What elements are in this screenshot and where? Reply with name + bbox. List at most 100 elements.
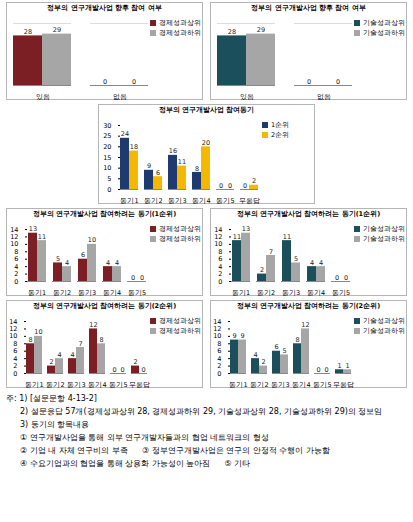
svg-text:0: 0	[112, 366, 116, 374]
svg-text:동기3: 동기3	[168, 197, 186, 205]
svg-text:0: 0	[141, 366, 145, 374]
svg-text:6: 6	[218, 255, 222, 263]
svg-text:12: 12	[301, 321, 309, 329]
svg-text:16: 16	[169, 147, 177, 155]
svg-text:10: 10	[214, 240, 222, 248]
svg-text:8: 8	[217, 340, 221, 348]
svg-text:0: 0	[336, 78, 340, 86]
svg-text:0: 0	[307, 78, 311, 86]
svg-text:동기1: 동기1	[120, 197, 138, 205]
svg-text:10: 10	[9, 332, 17, 340]
svg-text:4: 4	[253, 351, 257, 359]
svg-text:10: 10	[88, 236, 96, 244]
svg-text:0: 0	[120, 366, 124, 374]
svg-text:18: 18	[130, 143, 138, 151]
svg-text:0: 0	[131, 274, 135, 282]
svg-text:11: 11	[233, 233, 241, 241]
svg-text:15: 15	[103, 154, 111, 162]
svg-text:있음: 있음	[36, 93, 50, 101]
svg-text:있음: 있음	[240, 93, 254, 101]
svg-text:14: 14	[9, 318, 17, 326]
svg-text:2: 2	[261, 358, 265, 366]
svg-text:28: 28	[228, 28, 236, 36]
svg-text:0: 0	[14, 278, 18, 286]
svg-text:2: 2	[13, 362, 17, 370]
svg-text:10: 10	[213, 332, 221, 340]
svg-text:7: 7	[78, 340, 82, 348]
svg-text:8: 8	[218, 248, 222, 256]
svg-text:동기2: 동기2	[46, 381, 64, 389]
svg-text:없음: 없음	[317, 93, 331, 101]
svg-text:동기1: 동기1	[28, 289, 46, 297]
svg-text:6: 6	[13, 347, 17, 355]
svg-text:20: 20	[202, 139, 210, 147]
svg-text:12: 12	[9, 325, 17, 333]
svg-text:6: 6	[81, 251, 85, 259]
svg-text:10: 10	[34, 328, 42, 336]
svg-text:6: 6	[217, 347, 221, 355]
svg-text:14: 14	[214, 226, 222, 234]
svg-text:12: 12	[89, 321, 97, 329]
svg-text:동기4: 동기4	[88, 381, 106, 389]
svg-text:동기3: 동기3	[282, 289, 300, 297]
svg-text:28: 28	[24, 28, 32, 36]
svg-text:동기4: 동기4	[307, 289, 325, 297]
svg-text:11: 11	[178, 158, 186, 166]
svg-text:0: 0	[132, 78, 136, 86]
svg-text:13: 13	[242, 225, 250, 233]
svg-text:동기1: 동기1	[25, 381, 43, 389]
svg-text:동기2: 동기2	[257, 289, 275, 297]
svg-text:4: 4	[319, 259, 323, 267]
svg-text:동기2: 동기2	[53, 289, 71, 297]
svg-text:6: 6	[14, 255, 18, 263]
svg-text:동기4: 동기4	[103, 289, 121, 297]
svg-text:14: 14	[213, 318, 221, 326]
svg-text:29: 29	[257, 26, 265, 34]
svg-text:2: 2	[14, 270, 18, 278]
svg-text:동기3: 동기3	[67, 381, 85, 389]
svg-text:0: 0	[107, 186, 111, 194]
svg-text:13: 13	[29, 225, 37, 233]
svg-text:25: 25	[103, 132, 111, 140]
svg-text:8: 8	[295, 336, 299, 344]
svg-text:7: 7	[269, 248, 273, 256]
svg-text:20: 20	[103, 143, 111, 151]
svg-text:11: 11	[283, 233, 291, 241]
svg-text:동기3: 동기3	[78, 289, 96, 297]
svg-text:0: 0	[219, 182, 223, 190]
svg-text:4: 4	[57, 351, 61, 359]
svg-text:없음: 없음	[113, 93, 127, 101]
svg-text:4: 4	[310, 259, 314, 267]
svg-text:2: 2	[260, 266, 264, 274]
svg-text:8: 8	[28, 336, 32, 344]
svg-text:동기1: 동기1	[229, 381, 247, 389]
svg-text:무응답: 무응답	[129, 381, 150, 389]
svg-text:0: 0	[243, 182, 247, 190]
svg-text:동기5: 동기5	[332, 289, 350, 297]
svg-text:무응답: 무응답	[239, 197, 260, 205]
svg-text:동기5: 동기5	[128, 289, 146, 297]
svg-text:동기2: 동기2	[250, 381, 268, 389]
svg-text:4: 4	[217, 355, 221, 363]
svg-text:동기4: 동기4	[192, 197, 210, 205]
svg-text:9: 9	[240, 332, 244, 340]
svg-text:8: 8	[195, 165, 199, 173]
svg-text:0: 0	[324, 366, 328, 374]
svg-text:0: 0	[218, 278, 222, 286]
svg-text:8: 8	[13, 340, 17, 348]
svg-text:30: 30	[103, 122, 111, 130]
svg-text:0: 0	[335, 274, 339, 282]
svg-text:5: 5	[56, 255, 60, 263]
svg-text:5: 5	[282, 347, 286, 355]
svg-text:동기5: 동기5	[216, 197, 234, 205]
svg-text:1: 1	[345, 362, 349, 370]
svg-text:5: 5	[294, 255, 298, 263]
svg-text:4: 4	[106, 259, 110, 267]
svg-text:5: 5	[107, 175, 111, 183]
svg-text:0: 0	[217, 370, 221, 378]
svg-text:12: 12	[10, 233, 18, 241]
svg-text:6: 6	[274, 343, 278, 351]
svg-text:12: 12	[214, 233, 222, 241]
svg-text:4: 4	[70, 351, 74, 359]
svg-text:11: 11	[38, 233, 46, 241]
